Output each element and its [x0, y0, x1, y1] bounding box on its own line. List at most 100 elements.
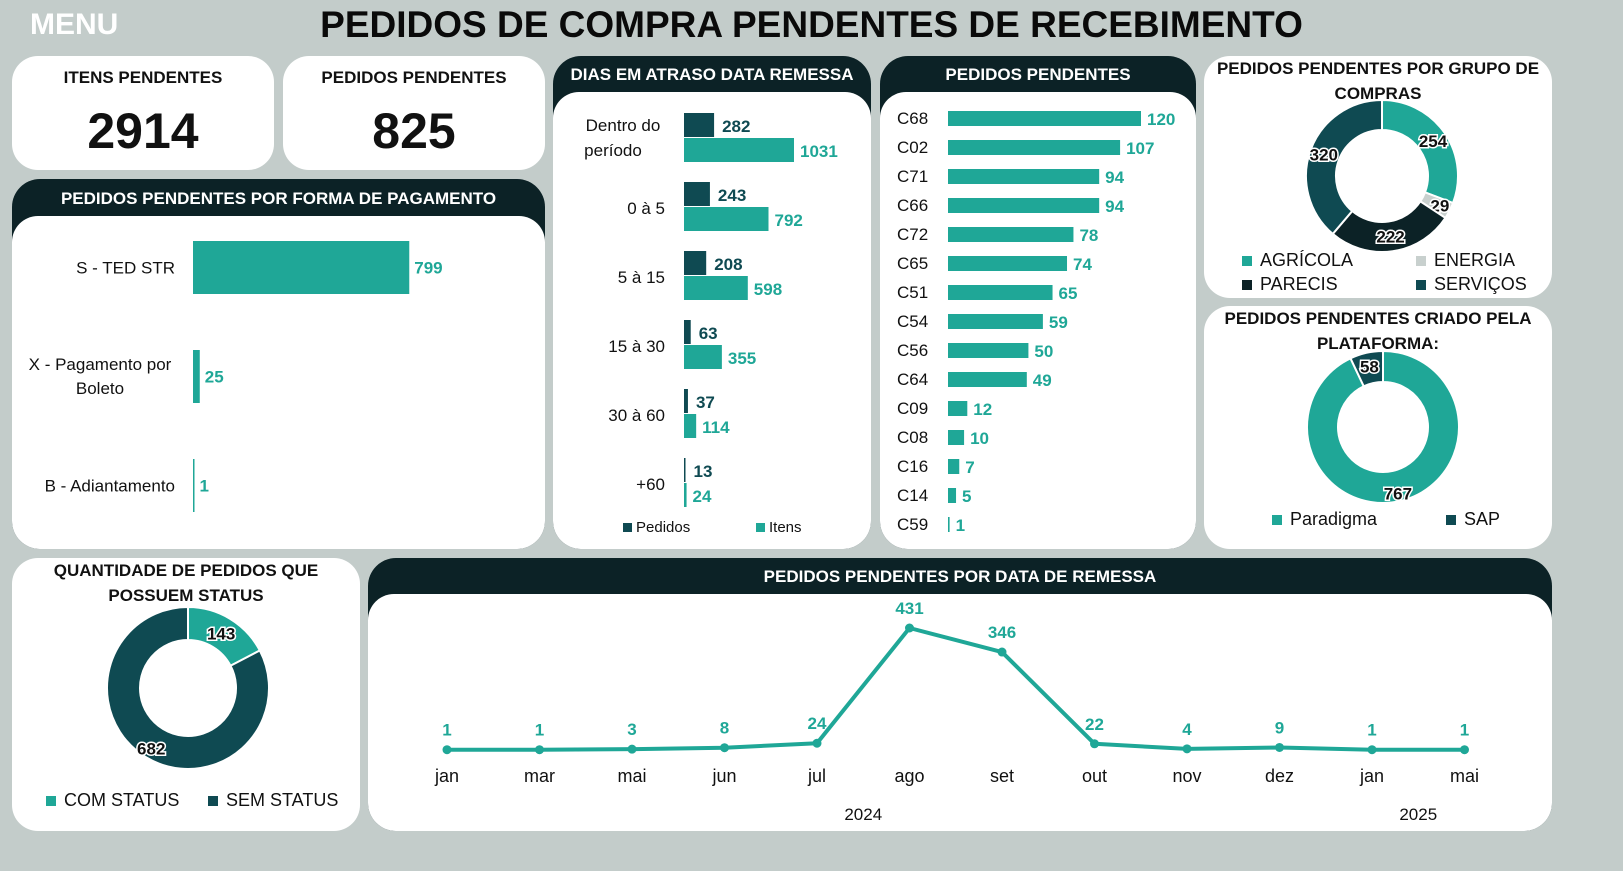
category-label-c54: C54 [897, 312, 928, 331]
remessa-point-6 [997, 647, 1007, 657]
category-label-1: 0 à 5 [627, 199, 665, 218]
category-label-c02: C02 [897, 138, 928, 157]
remessa-month-6: set [990, 766, 1014, 786]
plataforma-chart: 767 58 [1306, 350, 1460, 505]
menu-button[interactable]: MENU [30, 8, 119, 41]
legend-label-parecis: PARECIS [1260, 274, 1338, 294]
grupo-value-0: 254 [1419, 132, 1448, 151]
plataforma-title: PEDIDOS PENDENTES CRIADO PELA PLATAFORMA… [1224, 309, 1532, 353]
remessa-month-1: mar [524, 766, 555, 786]
legend-item-sap: SAP [1446, 509, 1500, 530]
value-forma-0: 799 [414, 259, 442, 278]
remessa-point-3 [720, 743, 729, 753]
grupo-value-2: 222 [1376, 227, 1404, 246]
legend-label-sem-status: SEM STATUS [226, 790, 339, 810]
category-label-c14: C14 [897, 486, 928, 505]
bar-c51 [948, 285, 1053, 300]
remessa-month-8: nov [1172, 766, 1201, 786]
label-forma-2: B - Adiantamento [45, 477, 175, 496]
remessa-value-11: 1 [1460, 721, 1469, 740]
bar-c68 [948, 111, 1141, 126]
remessa-month-9: dez [1265, 766, 1294, 786]
remessa-month-0: jan [434, 766, 459, 786]
value-c56: 50 [1034, 342, 1053, 361]
remessa-year-1: 2025 [1399, 805, 1437, 824]
bar-c71 [948, 169, 1100, 184]
value-pedidos-1: 243 [718, 186, 746, 205]
plataforma-slice-1 [1349, 350, 1384, 388]
legend-swatch-sem-status [208, 795, 218, 806]
category-label-c66: C66 [897, 196, 928, 215]
data-remessa-title: PEDIDOS PENDENTES POR DATA DE REMESSA [763, 567, 1157, 586]
kpi-pedidos-value: 825 [372, 103, 456, 159]
bar-pedidos-3 [684, 320, 691, 344]
plataforma-value-0: 767 [1384, 484, 1412, 503]
remessa-value-5: 431 [895, 599, 923, 618]
remessa-year-0: 2024 [844, 805, 882, 824]
kpi-itens-label: ITENS PENDENTES [63, 68, 223, 87]
data-remessa-card: PEDIDOS PENDENTES POR DATA DE REMESSA 1 j… [368, 558, 1552, 831]
value-c66: 94 [1105, 197, 1124, 216]
category-label-4: 30 à 60 [608, 406, 665, 425]
bar-c72 [948, 227, 1074, 242]
remessa-point-1 [535, 745, 544, 755]
legend-item-paradigma: Paradigma [1272, 509, 1377, 530]
remessa-value-6: 346 [988, 623, 1016, 642]
value-pedidos-2: 208 [714, 255, 742, 274]
category-label-0: Dentro do período [584, 116, 660, 160]
kpi-pedidos-label: PEDIDOS PENDENTES [321, 68, 507, 87]
legend-swatch-itens [756, 523, 765, 532]
legend-swatch-pedidos [623, 523, 632, 532]
legend-swatch-parecis [1242, 279, 1252, 290]
remessa-point-2 [627, 744, 637, 754]
remessa-month-10: jan [1359, 766, 1384, 786]
category-label-c16: C16 [897, 457, 928, 476]
remessa-point-7 [1090, 739, 1099, 749]
value-c51: 65 [1059, 284, 1078, 303]
value-c59: 1 [956, 516, 965, 535]
value-c72: 78 [1079, 226, 1098, 245]
legend-item-servicos: SERVIÇOS [1416, 274, 1527, 295]
value-pedidos-5: 13 [694, 462, 713, 481]
grupo-compras-title: PEDIDOS PENDENTES POR GRUPO DE COMPRAS [1216, 59, 1540, 103]
remessa-month-4: jul [807, 766, 826, 786]
remessa-line [447, 626, 1465, 752]
bar-c02 [948, 140, 1121, 155]
value-c65: 74 [1073, 255, 1092, 274]
grupo-slice-3 [1305, 100, 1383, 236]
legend-label-itens: Itens [769, 519, 802, 536]
category-label-2: 5 à 15 [618, 268, 665, 287]
bar-c14 [948, 488, 957, 503]
legend-swatch-agricola [1242, 255, 1252, 266]
value-itens-1: 792 [775, 211, 803, 230]
bar-forma-0 [193, 241, 410, 294]
value-itens-5: 24 [693, 487, 712, 506]
remessa-value-1: 1 [535, 721, 544, 740]
category-label-5: +60 [636, 475, 665, 494]
bar-pedidos-0 [684, 113, 715, 137]
legend-swatch-energia [1416, 255, 1426, 266]
remessa-month-3: jun [711, 766, 736, 786]
value-c54: 59 [1049, 313, 1068, 332]
value-c68: 120 [1147, 110, 1175, 129]
pedidos-pendentes-card: PEDIDOS PENDENTES C68 120 C02 107 C71 94 C66 94… [880, 56, 1196, 549]
value-pedidos-3: 63 [699, 324, 718, 343]
status-value-1: 682 [137, 740, 165, 759]
value-itens-3: 355 [728, 349, 756, 368]
legend-item-parecis: PARECIS [1242, 274, 1338, 295]
bar-forma-2 [193, 459, 195, 512]
grupo-value-3: 320 [1310, 146, 1338, 165]
status-card: QUANTIDADE DE PEDIDOS QUE POSSUEM STATUS… [12, 558, 360, 831]
remessa-point-0 [442, 745, 452, 755]
kpi-pedidos-pendentes: PEDIDOS PENDENTES 825 [283, 56, 545, 170]
remessa-value-4: 24 [808, 714, 827, 733]
legend-swatch-paradigma [1272, 514, 1282, 525]
value-c08: 10 [970, 429, 989, 448]
plataforma-slice-0 [1306, 350, 1460, 504]
grupo-slice-0 [1381, 100, 1459, 205]
bar-pedidos-4 [684, 389, 688, 413]
bar-c09 [948, 401, 968, 416]
grupo-compras-card: PEDIDOS PENDENTES POR GRUPO DE COMPRAS 2… [1204, 56, 1552, 298]
value-itens-2: 598 [754, 280, 782, 299]
